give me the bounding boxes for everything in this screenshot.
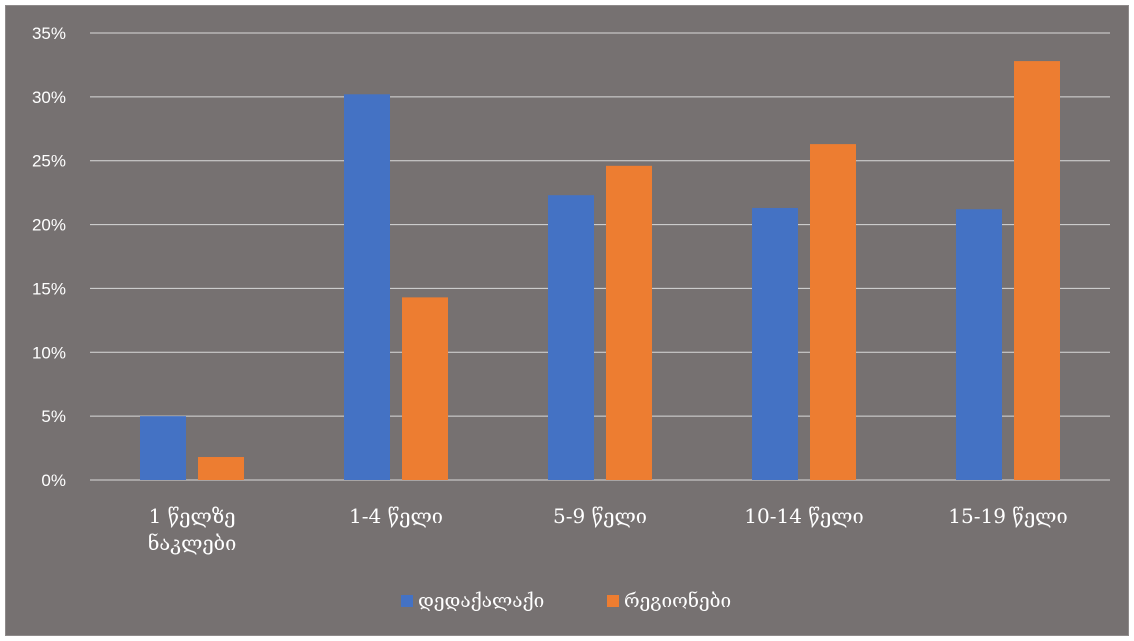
legend-swatch bbox=[607, 595, 619, 607]
x-tick-label: 5-9 წელი bbox=[553, 504, 647, 528]
y-tick-label: 30% bbox=[32, 88, 66, 107]
bar-series1 bbox=[956, 209, 1002, 480]
y-tick-label: 5% bbox=[41, 407, 66, 426]
x-tick-label: 1 წელზე ნაკლები bbox=[148, 504, 237, 555]
x-tick-label: 10-14 წელი bbox=[744, 504, 863, 528]
bar-series2 bbox=[402, 297, 448, 480]
bar-series1 bbox=[140, 416, 186, 480]
legend-label: დედაქალაქი bbox=[418, 590, 544, 612]
bar-chart: 0% 5% 10% 15% 20% 25% 30% 35% 1 წელზე ნაკლები 1-4 … bbox=[32, 24, 1110, 612]
y-tick-label: 20% bbox=[32, 216, 66, 235]
chart-area: 0% 5% 10% 15% 20% 25% 30% 35% 1 წელზე ნაკლები 1-4 … bbox=[5, 5, 1129, 636]
y-tick-label: 0% bbox=[41, 471, 66, 490]
bar-series2 bbox=[1014, 61, 1060, 481]
y-tick-label: 35% bbox=[32, 24, 66, 43]
x-tick-label: 1-4 წელი bbox=[349, 504, 443, 528]
bar-series2 bbox=[810, 144, 856, 480]
legend-swatch bbox=[401, 595, 413, 607]
y-tick-label: 25% bbox=[32, 152, 66, 171]
bar-series2 bbox=[198, 457, 244, 480]
bar-series1 bbox=[344, 94, 390, 480]
legend-label: რეგიონები bbox=[624, 590, 731, 612]
bar-series2 bbox=[606, 165, 652, 480]
x-tick-label: 15-19 წელი bbox=[948, 504, 1067, 528]
bar-series1 bbox=[752, 207, 798, 480]
y-tick-label: 10% bbox=[32, 343, 66, 362]
bar-series1 bbox=[548, 195, 594, 480]
y-tick-label: 15% bbox=[32, 279, 66, 298]
